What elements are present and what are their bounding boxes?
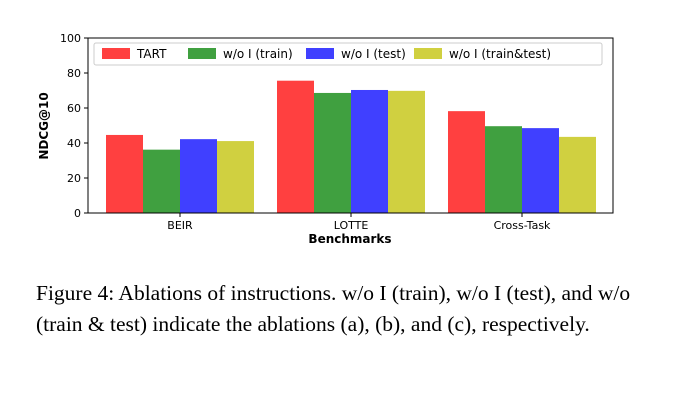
legend: TART w/o I (train) w/o I (test) w/o I (trai… (93, 42, 603, 66)
legend-swatch (306, 48, 334, 59)
x-tick-label: LOTTE (334, 219, 369, 232)
legend-swatch (188, 48, 216, 59)
bar-cross-task-series-1 (485, 126, 522, 213)
bar-beir-series-3 (217, 141, 254, 213)
y-tick-label: 80 (67, 67, 81, 80)
legend-label: w/o I (test) (341, 47, 406, 61)
plot-frame (87, 37, 614, 214)
x-axis-title: Benchmarks (308, 232, 391, 246)
legend-label: TART (136, 47, 167, 61)
bar-beir-series-0 (106, 134, 143, 213)
y-tick-label: 60 (67, 102, 81, 115)
bar-lotte-series-3 (388, 90, 425, 213)
legend-label: w/o I (train&test) (449, 47, 551, 61)
legend-swatch (102, 48, 130, 59)
legend-label: w/o I (train) (223, 47, 293, 61)
legend-swatch (414, 48, 442, 59)
y-axis: 0 20 40 60 80 100 (60, 32, 88, 220)
figure-caption: Figure 4: Ablations of instructions. w/o… (36, 281, 631, 336)
bar-lotte-series-0 (277, 80, 314, 213)
bar-cross-task-series-3 (559, 136, 596, 213)
bar-beir-series-2 (180, 139, 217, 213)
y-tick-label: 20 (67, 172, 81, 185)
bar-cross-task-series-0 (448, 111, 485, 213)
bar-chart: 0 20 40 60 80 100 BEIR LOTTE Cross-Task NDCG@10… (37, 32, 614, 246)
bar-beir-series-1 (143, 149, 180, 213)
x-tick-label: BEIR (167, 219, 193, 232)
bar-lotte-series-2 (351, 89, 388, 213)
y-tick-label: 0 (74, 207, 81, 220)
legend-box (93, 42, 603, 66)
bars-group (106, 80, 596, 213)
y-tick-label: 100 (60, 32, 81, 45)
bar-lotte-series-1 (314, 92, 351, 213)
x-axis: BEIR LOTTE Cross-Task (167, 213, 551, 232)
x-tick-label: Cross-Task (494, 219, 551, 232)
bar-cross-task-series-2 (522, 128, 559, 213)
y-tick-label: 40 (67, 137, 81, 150)
y-axis-title: NDCG@10 (37, 92, 51, 159)
